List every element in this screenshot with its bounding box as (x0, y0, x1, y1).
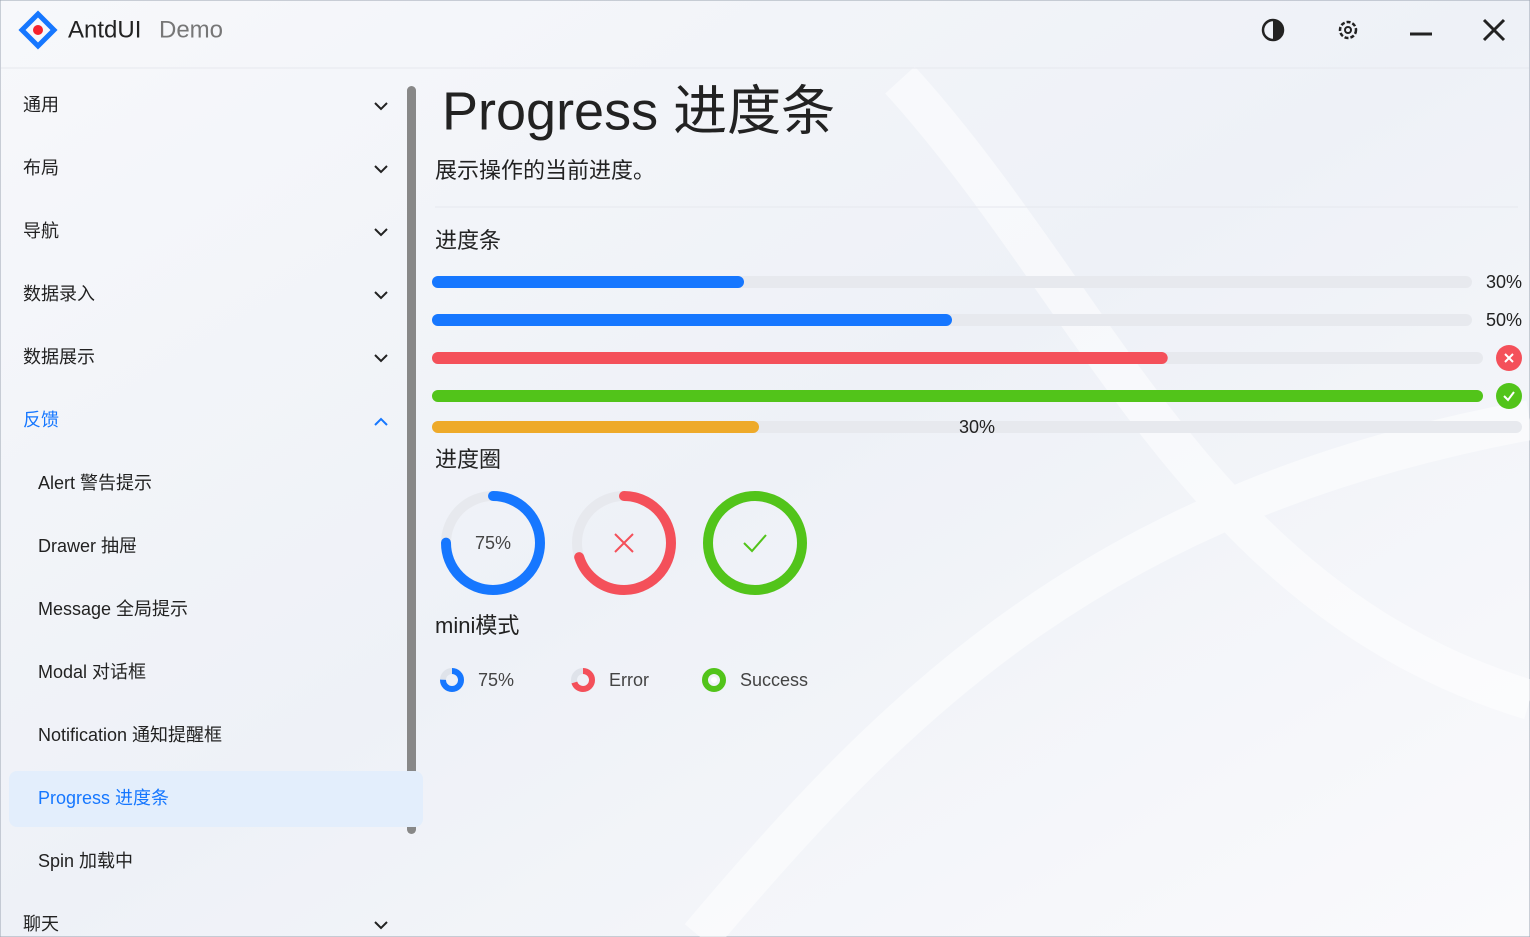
progress-bar (432, 421, 759, 433)
theme-button[interactable] (1261, 18, 1285, 42)
progress-label: 30% (959, 417, 995, 437)
mini-progress (571, 668, 595, 692)
progress-label: 50% (1486, 310, 1522, 330)
section-heading: mini模式 (435, 613, 519, 638)
progress-bar (432, 390, 1483, 402)
success-mark (743, 534, 767, 553)
logo (18, 10, 58, 50)
mini-label: Success (740, 670, 808, 690)
progress-bar (432, 314, 952, 326)
menu-group[interactable]: 布局 (23, 158, 59, 178)
chevron-down (374, 291, 388, 300)
mini-progress (702, 668, 726, 692)
menu-item[interactable]: Modal 对话框 (38, 662, 146, 682)
menu-item[interactable]: Notification 通知提醒框 (38, 725, 222, 745)
chevron-down (374, 921, 388, 930)
close-button[interactable] (1482, 18, 1506, 42)
menu-group[interactable]: 聊天 (23, 914, 59, 934)
menu-group[interactable]: 数据录入 (23, 284, 95, 304)
chevron-down (374, 228, 388, 237)
chevron-down (374, 102, 388, 111)
circle-progress (703, 491, 807, 595)
error-mark (614, 533, 634, 553)
menu-item[interactable]: Progress 进度条 (38, 788, 169, 808)
progress-bar (432, 276, 744, 288)
menu-group[interactable]: 通用 (23, 95, 59, 115)
menu-item[interactable]: Message 全局提示 (38, 599, 188, 619)
menu-group[interactable]: 数据展示 (23, 347, 95, 367)
app-name: AntdUI (68, 16, 141, 43)
mini-progress (440, 668, 464, 692)
settings-button[interactable] (1338, 20, 1358, 40)
mini-label: 75% (478, 670, 514, 690)
chevron-up (374, 417, 388, 426)
decor (684, 66, 1530, 937)
circle-label: 75% (475, 533, 511, 553)
app-suffix: Demo (159, 16, 223, 43)
menu-selected-bg (9, 771, 423, 827)
chevron-down (374, 165, 388, 174)
circle-progress (572, 491, 676, 595)
menu-group[interactable]: 导航 (23, 221, 59, 241)
section-heading: 进度圈 (435, 447, 501, 472)
scrollbar[interactable] (407, 86, 416, 834)
section-heading: 进度条 (435, 228, 501, 253)
success-icon (1496, 383, 1522, 409)
circle-progress (441, 491, 545, 595)
page-description: 展示操作的当前进度。 (435, 158, 655, 183)
mini-dot (711, 677, 717, 683)
mini-label: Error (609, 670, 649, 690)
success-icon-mark (1503, 391, 1515, 402)
progress-bar (432, 352, 1168, 364)
menu-group[interactable]: 反馈 (23, 410, 59, 430)
chevron-down (374, 354, 388, 363)
progress-label: 30% (1486, 272, 1522, 292)
menu-item[interactable]: Drawer 抽屉 (38, 536, 137, 556)
page-title: Progress 进度条 (442, 81, 835, 141)
menu-item[interactable]: Alert 警告提示 (38, 473, 152, 493)
menu-item[interactable]: Spin 加载中 (38, 851, 133, 871)
error-icon-mark (1504, 353, 1514, 363)
